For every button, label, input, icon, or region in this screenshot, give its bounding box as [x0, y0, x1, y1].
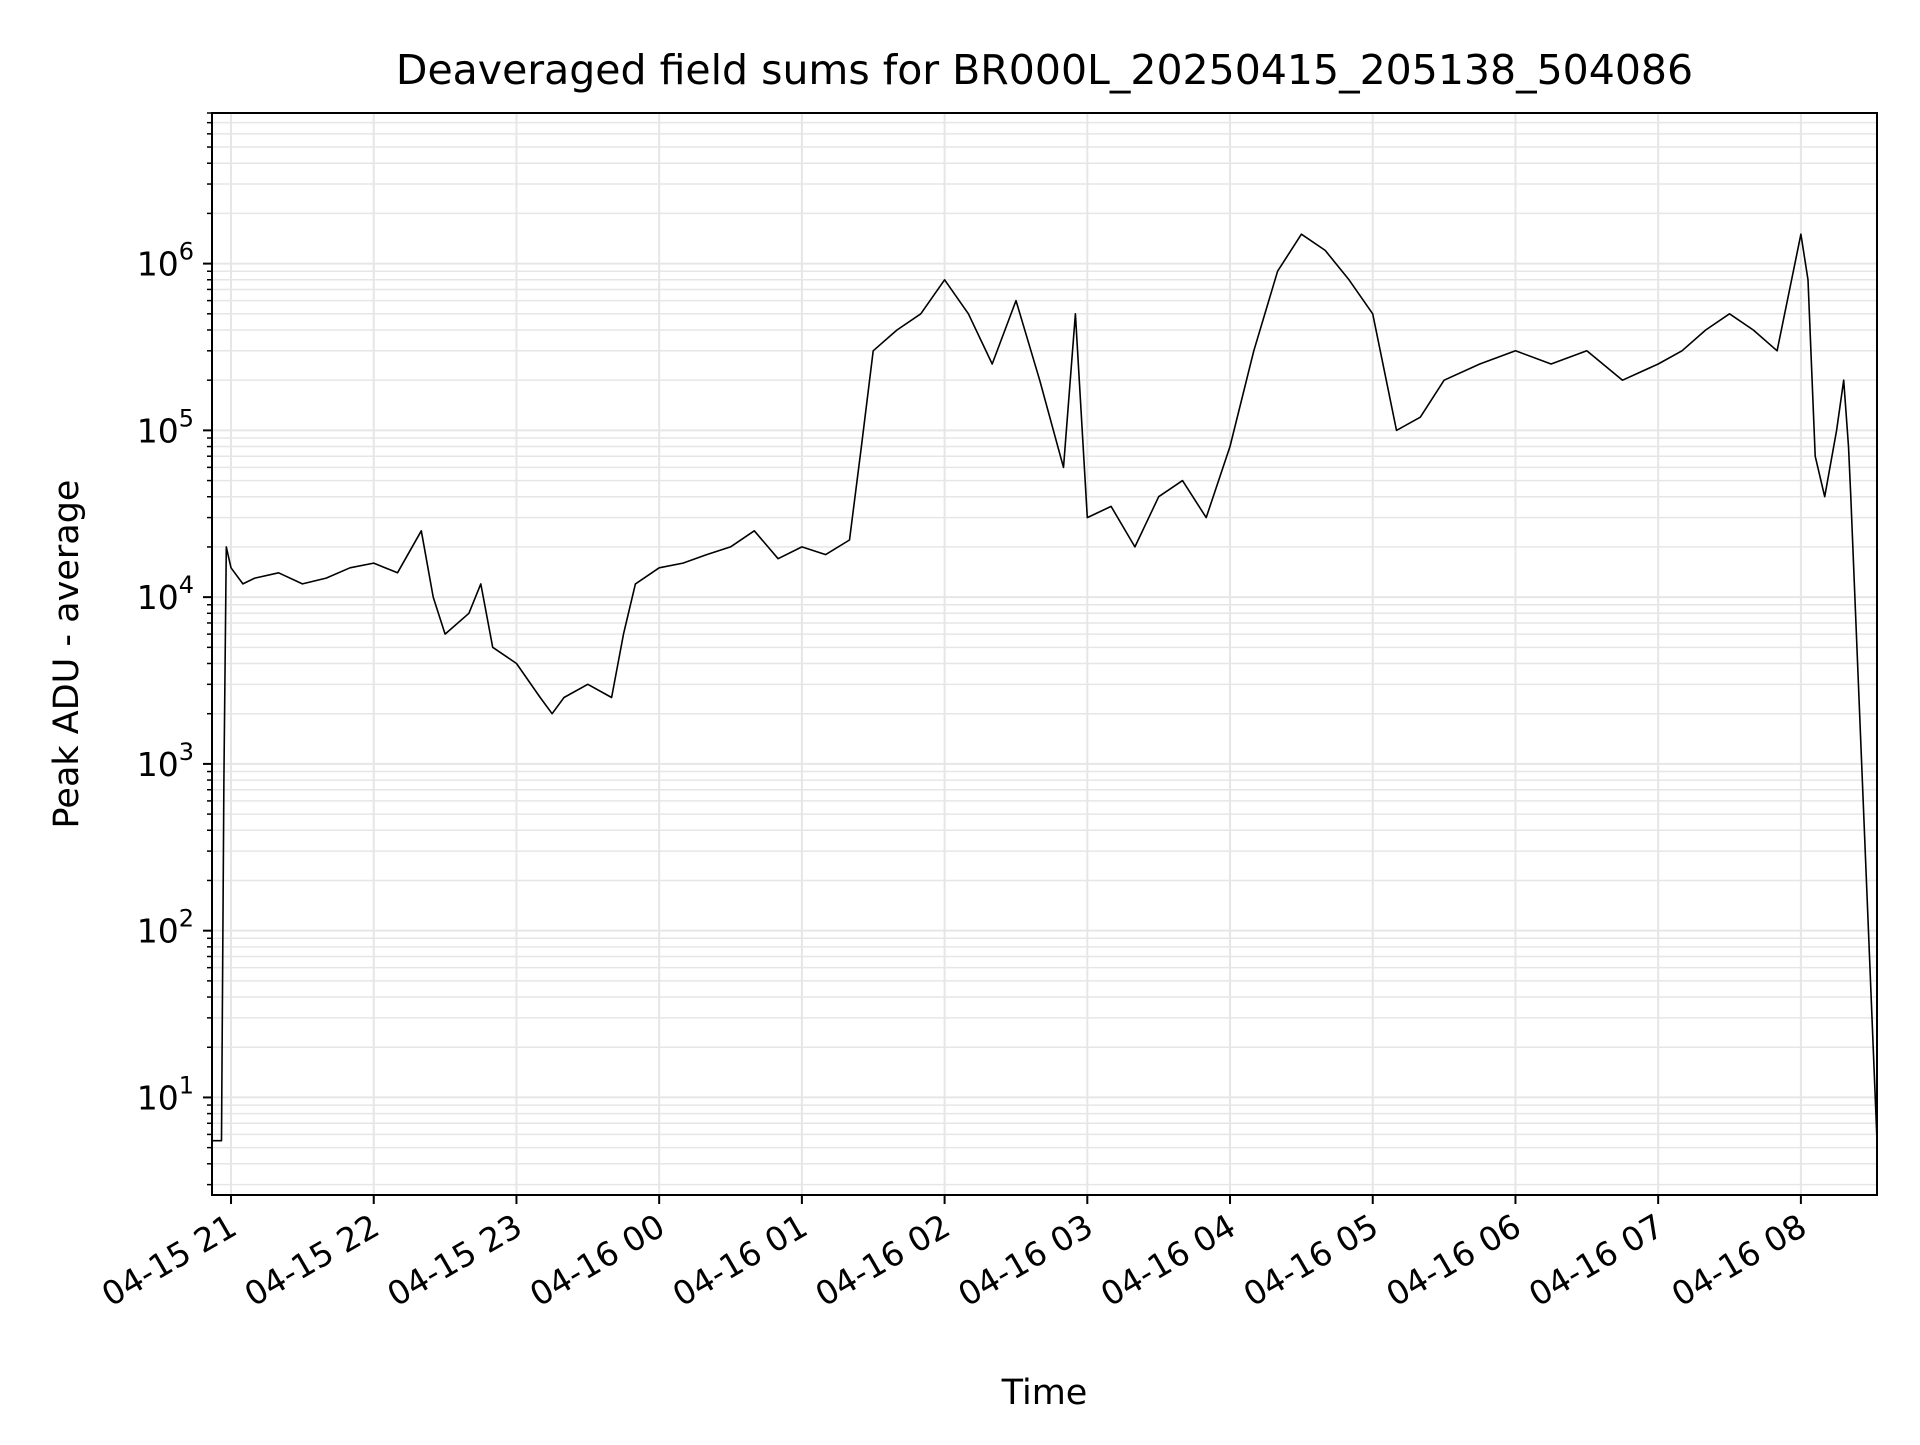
x-tick-label: 04-16 02 — [809, 1206, 957, 1314]
x-axis-label: Time — [1001, 1373, 1088, 1413]
chart-title: Deaveraged field sums for BR000L_2025041… — [396, 46, 1693, 94]
y-tick-label: 104 — [137, 571, 194, 617]
y-tick-label: 101 — [137, 1071, 194, 1117]
x-tick-label: 04-16 06 — [1379, 1206, 1527, 1314]
x-tick-label: 04-16 08 — [1665, 1206, 1813, 1314]
x-tick-label: 04-16 01 — [666, 1206, 814, 1314]
x-tick-label: 04-15 22 — [238, 1206, 386, 1314]
y-axis: 101 102 103 104 105 106 — [137, 112, 212, 1186]
y-tick-label: 102 — [137, 905, 194, 951]
x-tick-label: 04-16 07 — [1522, 1206, 1670, 1314]
y-axis-label: Peak ADU - average — [47, 480, 87, 829]
grid — [212, 112, 1877, 1195]
x-tick-label: 04-16 00 — [523, 1206, 671, 1314]
x-tick-label: 04-15 21 — [95, 1206, 243, 1314]
y-tick-label: 103 — [137, 738, 194, 784]
x-tick-label: 04-16 03 — [951, 1206, 1099, 1314]
y-tick-label: 105 — [137, 404, 194, 450]
plot-frame — [211, 112, 1878, 1196]
x-tick-label: 04-16 05 — [1237, 1206, 1385, 1314]
x-tick-label: 04-16 04 — [1094, 1206, 1242, 1314]
series-layer — [212, 233, 1878, 1142]
series-line — [212, 233, 1878, 1142]
x-tick-label: 04-15 23 — [380, 1206, 528, 1314]
y-tick-label: 106 — [137, 238, 194, 284]
